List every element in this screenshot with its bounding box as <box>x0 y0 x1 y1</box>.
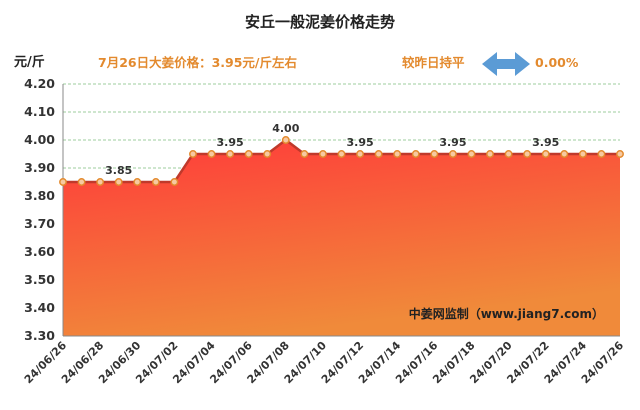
data-label: 4.00 <box>272 122 299 135</box>
data-point <box>244 150 253 158</box>
y-tick-label: 3.70 <box>24 216 55 231</box>
data-point <box>374 150 383 158</box>
data-label: 3.95 <box>439 136 466 149</box>
y-axis-ticks: 3.30 3.40 3.50 3.60 3.70 3.80 3.90 4.00 4.10 4.20 <box>24 76 55 343</box>
data-point <box>356 150 365 158</box>
data-label: 3.95 <box>217 136 244 149</box>
x-axis-ticks: 24/06/2624/06/2824/06/3024/07/0224/07/04… <box>22 339 627 387</box>
data-point <box>448 150 457 158</box>
data-point <box>411 150 420 158</box>
data-label: 3.95 <box>346 136 373 149</box>
data-point <box>616 150 624 158</box>
data-point <box>226 150 235 158</box>
price-note: 7月26日大姜价格：3.95元/斤左右 <box>98 55 297 70</box>
price-area <box>63 140 620 336</box>
data-labels: 3.85 3.95 4.00 3.95 3.95 3.95 <box>105 122 559 177</box>
data-point <box>337 150 346 158</box>
data-point <box>523 150 532 158</box>
data-point <box>467 150 476 158</box>
data-point <box>393 150 402 158</box>
y-tick-label: 3.50 <box>24 272 55 287</box>
y-tick-label: 3.40 <box>24 300 55 315</box>
data-point <box>541 150 550 158</box>
source-credit: 中姜网监制（www.jiang7.com） <box>409 306 604 321</box>
y-tick-label: 3.60 <box>24 244 55 259</box>
data-point <box>96 178 105 186</box>
data-point <box>263 150 272 158</box>
data-point <box>318 150 327 158</box>
data-point <box>430 150 439 158</box>
data-markers <box>59 136 624 186</box>
y-tick-label: 3.30 <box>24 328 55 343</box>
data-point <box>59 178 67 186</box>
y-tick-label: 4.00 <box>24 132 55 147</box>
data-point <box>133 178 142 186</box>
y-tick-label: 3.90 <box>24 160 55 175</box>
data-point <box>77 178 86 186</box>
change-percent: 0.00% <box>535 55 579 70</box>
data-point <box>578 150 587 158</box>
y-tick-label: 3.80 <box>24 188 55 203</box>
data-point <box>114 178 123 186</box>
data-point <box>281 136 290 144</box>
compare-note: 较昨日持平 <box>402 55 465 70</box>
data-point <box>597 150 606 158</box>
data-point <box>486 150 494 158</box>
y-tick-label: 4.20 <box>24 76 55 91</box>
y-tick-label: 4.10 <box>24 104 55 119</box>
data-point <box>207 150 216 158</box>
data-point <box>151 178 160 186</box>
chart-title: 安丘一般泥姜价格走势 <box>245 13 395 31</box>
data-label: 3.95 <box>532 136 559 149</box>
data-point <box>189 150 197 158</box>
double-arrow-icon <box>482 52 530 76</box>
data-point <box>504 150 513 158</box>
y-unit-label: 元/斤 <box>14 54 45 70</box>
data-point <box>170 178 179 186</box>
data-point <box>560 150 569 158</box>
axes <box>62 84 620 337</box>
data-label: 3.85 <box>105 164 132 177</box>
data-point <box>300 150 309 158</box>
